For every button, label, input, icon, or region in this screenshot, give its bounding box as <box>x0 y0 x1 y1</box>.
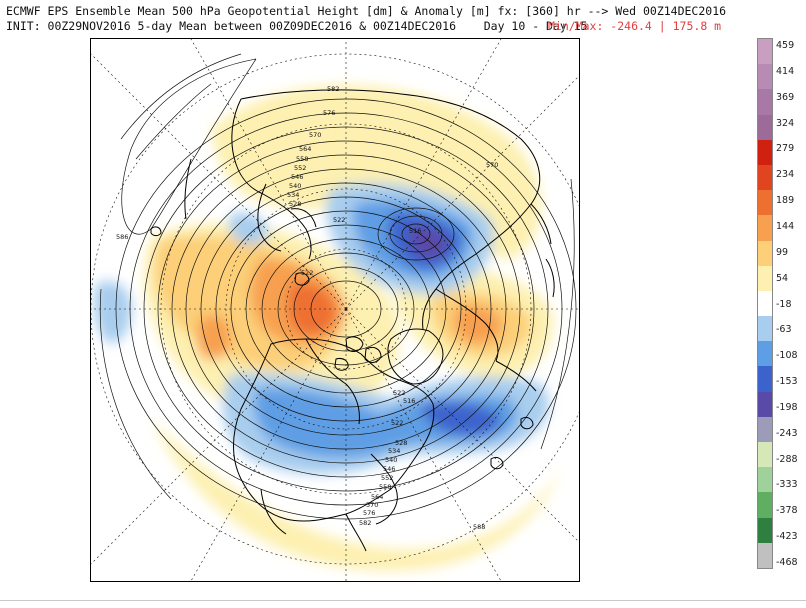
colorbar-segment <box>758 316 772 342</box>
contour-label: 588 <box>473 523 485 531</box>
contour-label: 570 <box>309 131 321 139</box>
colorbar-label: -333 <box>776 479 798 491</box>
contour-label: 546 <box>291 173 303 181</box>
colorbar-segment <box>758 114 772 141</box>
contour-label: 582 <box>327 85 339 93</box>
colorbar-label: -288 <box>776 453 798 465</box>
min-max-readout: Min/Max: -246.4 | 175.8 m <box>548 19 722 33</box>
colorbar-label: 99 <box>776 246 789 258</box>
contour-label: 552 <box>381 474 393 482</box>
colorbar-label: 279 <box>776 143 795 155</box>
colorbar-segment <box>758 89 772 116</box>
bottom-divider <box>0 600 806 601</box>
contour-label: 522 <box>333 216 345 224</box>
colorbar-segment <box>758 215 772 242</box>
colorbar-label: -108 <box>776 350 798 362</box>
colorbar-label: -378 <box>776 505 798 517</box>
colorbar-segment <box>758 492 772 519</box>
map-subtitle: INIT: 00Z29NOV2016 5-day Mean between 00… <box>6 19 588 33</box>
colorbar-label: 189 <box>776 195 795 207</box>
colorbar-label: -423 <box>776 531 798 543</box>
colorbar-segment <box>758 341 772 367</box>
map-panel: 582 576 570 564 558 552 546 540 534 528 … <box>90 38 580 582</box>
contour-label: 534 <box>287 191 299 199</box>
colorbar-label: 54 <box>776 272 789 284</box>
contour-label: 576 <box>323 109 335 117</box>
colorbar-segment <box>758 265 772 292</box>
contour-label: 564 <box>299 145 311 153</box>
colorbar-segment <box>758 517 772 544</box>
contour-label: 558 <box>379 483 391 491</box>
colorbar-label: -243 <box>776 427 798 439</box>
contour-label: 564 <box>371 493 383 501</box>
colorbar-label: 234 <box>776 169 795 181</box>
contour-label: 516 <box>403 397 415 405</box>
colorbar-label: -198 <box>776 401 798 413</box>
anomaly-shading <box>94 85 561 571</box>
contour-label: 540 <box>385 456 397 464</box>
contour-label: 576 <box>363 509 375 517</box>
contour-label: 558 <box>296 155 308 163</box>
colorbar-segment <box>758 164 772 191</box>
colorbar-label: 459 <box>776 40 795 51</box>
map-title: ECMWF EPS Ensemble Mean 500 hPa Geopoten… <box>6 4 727 18</box>
contour-label: 522 <box>393 389 405 397</box>
graticule <box>91 39 579 581</box>
colorbar-label: -18 <box>776 298 792 310</box>
coastlines <box>150 89 555 552</box>
contour-label: 570 <box>366 501 378 509</box>
colorbar-segment <box>758 190 772 216</box>
colorbar-segment <box>758 391 772 418</box>
contour-label: 582 <box>359 519 371 527</box>
colorbar-segment <box>758 442 772 468</box>
colorbar-label: 369 <box>776 91 795 103</box>
colorbar-segment <box>758 290 772 317</box>
colorbar-segment <box>758 139 772 166</box>
colorbar-segment <box>758 64 772 90</box>
contour-label: 528 <box>395 439 407 447</box>
contour-label: 522 <box>391 419 403 427</box>
colorbar-segment <box>758 366 772 393</box>
contour-label: 552 <box>294 164 306 172</box>
colorbar-label: -63 <box>776 324 792 336</box>
contour-label: 586 <box>116 233 128 241</box>
contour-label: 534 <box>388 447 400 455</box>
contour-label: 522 <box>301 269 313 277</box>
colorbar-label: -153 <box>776 376 798 388</box>
polar-stereographic-map: 582 576 570 564 558 552 546 540 534 528 … <box>91 39 579 581</box>
contour-label: 546 <box>383 465 395 473</box>
contour-label: 528 <box>289 200 301 208</box>
contour-label: 516 <box>409 227 421 235</box>
colorbar-segment <box>758 467 772 493</box>
colorbar-segment <box>758 542 772 569</box>
contour-label: 540 <box>289 182 301 190</box>
colorbar-label: -468 <box>776 557 798 568</box>
contour-label: 570 <box>486 161 498 169</box>
colorbar-label: 414 <box>776 65 795 77</box>
colorbar-label: 144 <box>776 220 795 232</box>
colorbar-segment <box>758 416 772 443</box>
contour-labels: 582 576 570 564 558 552 546 540 534 528 … <box>116 85 498 531</box>
colorbar-label: 324 <box>776 117 795 129</box>
anomaly-colorbar <box>757 38 773 569</box>
colorbar-segment <box>758 240 772 267</box>
colorbar-segment <box>758 39 772 65</box>
